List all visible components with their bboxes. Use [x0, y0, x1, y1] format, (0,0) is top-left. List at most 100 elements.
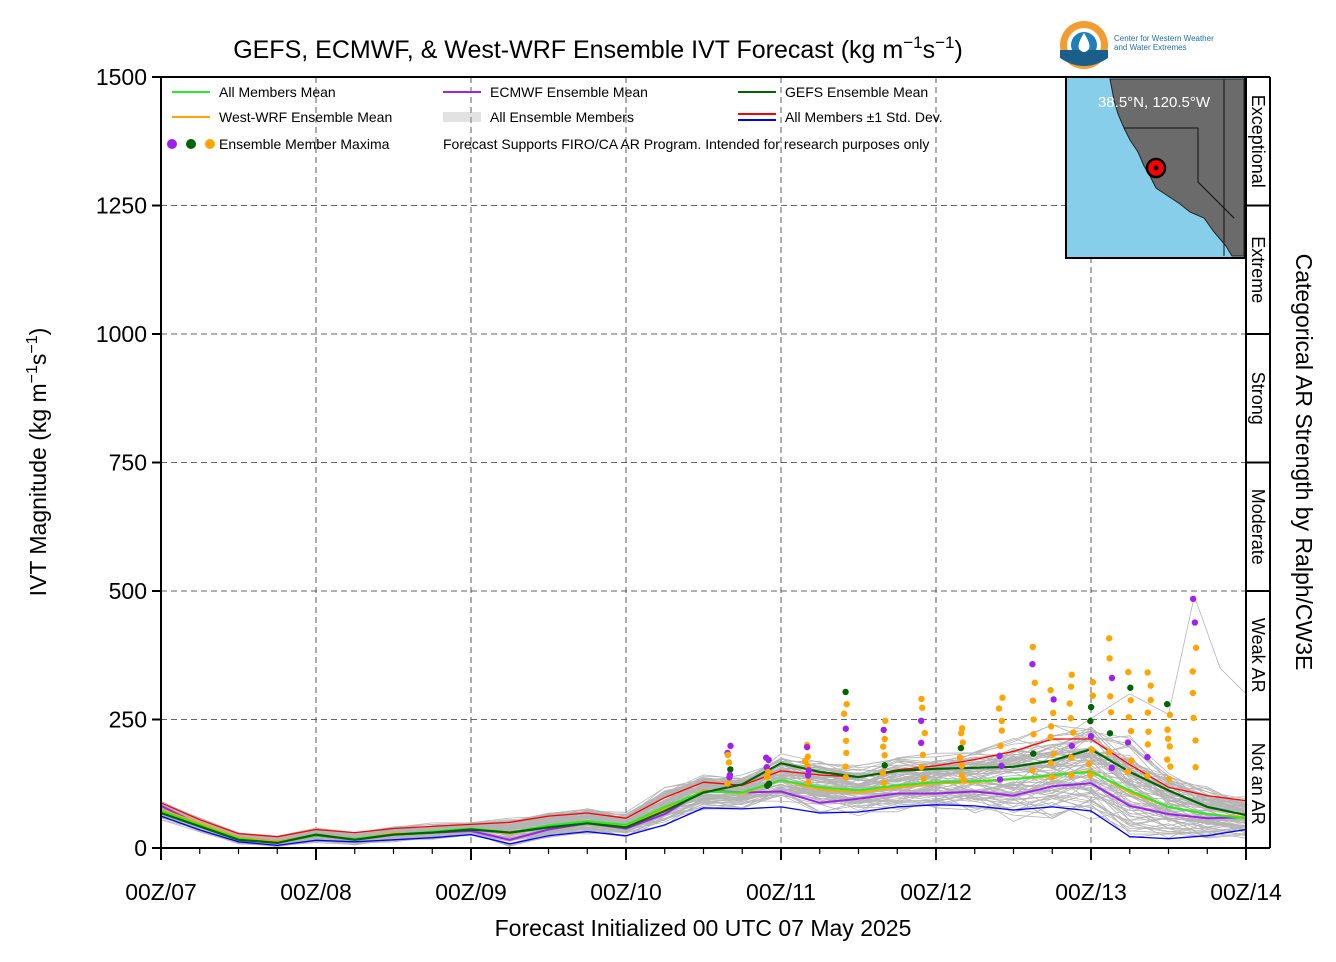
- maximum-dot: [1127, 684, 1134, 691]
- axes: 0 250 500 750 1000 1250 1500 00Z/07 00Z/08 00Z/09…: [96, 64, 1282, 905]
- category-label: Not an AR: [1248, 743, 1268, 825]
- maximum-dot: [842, 763, 849, 770]
- location-label: 38.5°N, 120.5°W: [1098, 94, 1211, 111]
- maximum-dot: [1087, 717, 1094, 725]
- maximum-dot: [1127, 727, 1135, 735]
- x-tick-label: 00Z/08: [280, 879, 352, 905]
- maximum-dot: [1163, 700, 1171, 708]
- maximum-dot: [1125, 713, 1132, 721]
- maximum-dot: [764, 782, 771, 789]
- maximum-dot: [918, 763, 925, 771]
- chart-note: Forecast Supports FIRO/CA AR Program. In…: [443, 136, 929, 152]
- y-tick-label: 1250: [96, 193, 147, 219]
- y-tick-label: 0: [134, 835, 147, 861]
- maximum-dot: [1167, 763, 1174, 770]
- maximum-dot: [879, 743, 887, 750]
- maximum-dot: [1191, 619, 1199, 626]
- legend-dot: [186, 139, 196, 149]
- legend-dot: [167, 139, 177, 149]
- maximum-dot: [1047, 686, 1054, 694]
- maximum-dot: [1066, 700, 1073, 707]
- member-line: [160, 778, 1247, 846]
- maximum-dot: [1031, 679, 1038, 686]
- member-line: [160, 783, 1247, 844]
- member-line: [160, 791, 1247, 846]
- maximum-dot: [999, 694, 1006, 701]
- maximum-dot: [921, 729, 928, 737]
- maximum-dot: [1124, 739, 1132, 746]
- maximum-dot: [1124, 768, 1132, 775]
- maximum-dot: [996, 776, 1004, 783]
- y-tick-label: 1000: [96, 321, 147, 347]
- maximum-dot: [1189, 689, 1197, 697]
- maximum-dot: [765, 756, 772, 764]
- location-inset-map: 38.5°N, 120.5°W: [1065, 76, 1246, 259]
- maximum-dot: [998, 717, 1006, 725]
- maximum-dot: [1165, 775, 1173, 783]
- category-label: Strong: [1248, 372, 1268, 425]
- maximum-dot: [725, 759, 733, 766]
- maximum-dot: [957, 729, 965, 737]
- category-label: Weak AR: [1248, 618, 1268, 693]
- maximum-dot: [1192, 764, 1199, 771]
- maximum-dot: [998, 727, 1005, 734]
- x-tick-label: 00Z/11: [746, 879, 816, 905]
- maximum-dot: [918, 695, 925, 703]
- svg-text:and Water Extremes: and Water Extremes: [1114, 43, 1187, 52]
- maximum-dot: [1145, 728, 1152, 735]
- maximum-dot: [1068, 742, 1075, 749]
- legend-label: All Members ±1 Std. Dev.: [785, 109, 943, 125]
- maximum-dot: [805, 767, 812, 774]
- maximum-dot: [1089, 678, 1097, 686]
- x-tick-label: 00Z/13: [1055, 879, 1127, 905]
- maximum-dot: [1030, 716, 1037, 723]
- maximum-dot: [881, 752, 888, 759]
- maximum-dot: [959, 739, 966, 746]
- maximum-dot: [880, 726, 887, 734]
- maximum-dot: [842, 725, 850, 732]
- maximum-dot: [1029, 767, 1036, 774]
- maximum-dot: [960, 777, 967, 784]
- cw3e-logo: Center for Western Weather and Water Ext…: [1060, 21, 1214, 69]
- x-tick-label: 00Z/12: [900, 879, 972, 905]
- maximum-dot: [1164, 756, 1171, 763]
- ensemble-maxima: [724, 595, 1200, 789]
- maximum-dot: [1068, 671, 1075, 678]
- legend-label: GEFS Ensemble Mean: [785, 84, 928, 100]
- maximum-dot: [726, 774, 733, 781]
- maximum-dot: [1144, 669, 1151, 676]
- x-tick-label: 00Z/10: [590, 879, 662, 905]
- maximum-dot: [1108, 764, 1115, 772]
- maximum-dot: [842, 774, 850, 781]
- maximum-dot: [1106, 655, 1113, 662]
- maximum-dot: [1144, 753, 1151, 761]
- maximum-dot: [727, 766, 734, 773]
- maximum-dot: [1192, 737, 1199, 744]
- maximum-dot: [957, 744, 965, 752]
- maximum-dot: [882, 717, 889, 724]
- maximum-dot: [1050, 696, 1057, 703]
- maximum-dot: [804, 779, 812, 786]
- svg-text:Center for Western Weather: Center for Western Weather: [1114, 34, 1214, 43]
- maximum-dot: [919, 751, 927, 759]
- category-label: Exceptional: [1248, 95, 1268, 188]
- x-tick-label: 00Z/14: [1210, 879, 1282, 905]
- water-drop-icon: [1078, 33, 1090, 52]
- category-label: Moderate: [1248, 489, 1268, 565]
- y-tick-label: 250: [109, 707, 147, 733]
- y-tick-label: 750: [109, 450, 147, 476]
- maximum-dot: [803, 743, 811, 751]
- legend-label: ECMWF Ensemble Mean: [490, 84, 648, 100]
- maximum-dot: [1068, 754, 1075, 761]
- legend: All Members Mean ECMWF Ensemble Mean GEFS …: [167, 84, 943, 152]
- maximum-dot: [842, 688, 849, 696]
- maximum-dot: [918, 704, 926, 711]
- maximum-dot: [1189, 595, 1197, 603]
- maximum-dot: [958, 762, 965, 770]
- maximum-dot: [881, 762, 888, 769]
- legend-label: All Ensemble Members: [490, 109, 634, 125]
- legend-label: All Members Mean: [219, 84, 336, 100]
- maximum-dot: [1144, 709, 1152, 716]
- legend-dot: [205, 139, 215, 149]
